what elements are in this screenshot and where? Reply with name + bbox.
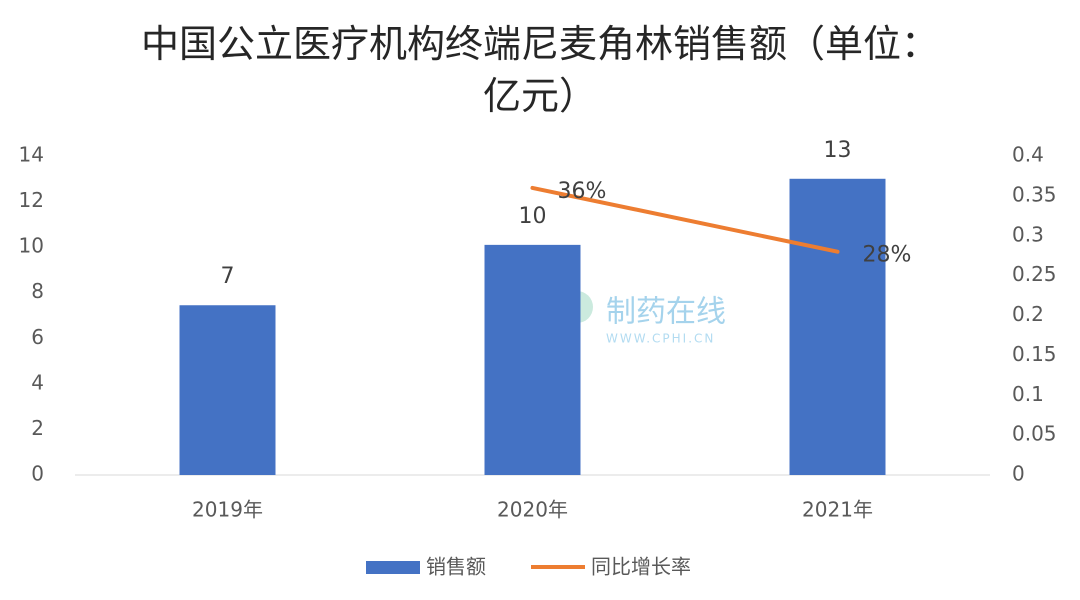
legend-swatch [366,561,420,574]
chart-title: 中国公立医疗机构终端尼麦角林销售额（单位：亿元） [140,22,939,118]
y2-tick-label: 0.25 [1012,262,1057,286]
y2-tick-label: 0.35 [1012,182,1057,206]
y-tick-label: 6 [31,325,44,349]
y-tick-label: 10 [19,234,44,258]
y-tick-label: 14 [19,143,44,167]
legend-label: 同比增长率 [591,555,691,579]
bar [484,244,581,475]
y2-tick-label: 0.15 [1012,342,1057,366]
data-label: 13 [824,138,852,163]
legend-label: 销售额 [426,555,486,579]
data-label: 10 [519,204,547,229]
watermark-text: 制药在线 [606,295,726,330]
y-tick-label: 2 [31,416,44,440]
data-label: 7 [221,264,235,289]
data-label: 28% [863,243,912,268]
bar [179,305,276,475]
y2-tick-label: 0.3 [1012,222,1044,246]
y2-tick-label: 0.4 [1012,143,1044,167]
y-tick-label: 0 [31,462,44,486]
y-tick-label: 12 [19,188,44,212]
y2-tick-label: 0.05 [1012,422,1057,446]
data-label: 36% [558,179,607,204]
y-tick-label: 8 [31,279,44,303]
y2-tick-label: 0 [1012,462,1025,486]
x-tick-label: 2020年 [497,498,568,522]
y2-tick-label: 0.2 [1012,302,1044,326]
watermark-url: WWW.CPHI.CN [606,332,715,346]
bar [789,178,886,476]
line [530,185,840,254]
x-tick-label: 2021年 [802,498,873,522]
y2-tick-label: 0.1 [1012,382,1044,406]
y-tick-label: 4 [31,370,44,394]
x-tick-label: 2019年 [192,498,263,522]
